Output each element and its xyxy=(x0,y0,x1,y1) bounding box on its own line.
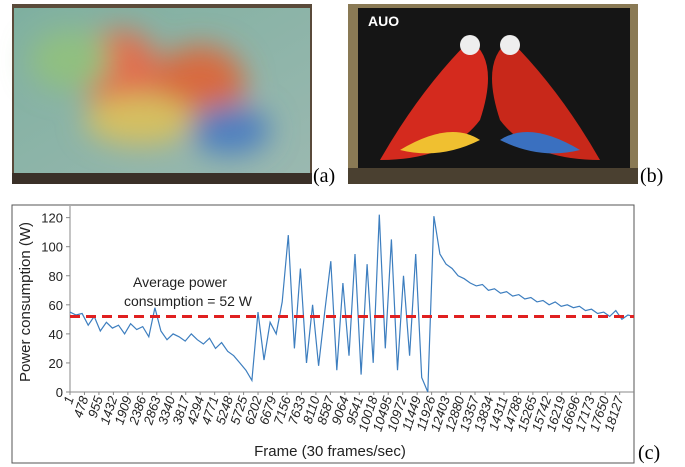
y-tick-label: 40 xyxy=(49,327,63,342)
figure: AUO (a) (b) (c) Power consumption (W) Fr… xyxy=(0,0,685,467)
annotation: consumption = 52 W xyxy=(124,293,253,309)
y-tick-label: 100 xyxy=(41,240,63,255)
panel-label: (b) xyxy=(640,165,663,187)
plot: 0204060801001201478955143219092386286333… xyxy=(41,206,634,433)
photo-blurred-display xyxy=(12,4,312,184)
y-tick-label: 80 xyxy=(49,269,63,284)
logo: AUO xyxy=(368,13,399,29)
photo-display: AUO xyxy=(348,4,638,184)
y-tick-label: 120 xyxy=(41,211,63,226)
annotation: Average power xyxy=(133,274,227,290)
y-axis-title: Power consumption (W) xyxy=(17,222,34,382)
panel-label: (a) xyxy=(313,165,335,187)
panel-label: (c) xyxy=(638,442,660,464)
x-axis-title: Frame (30 frames/sec) xyxy=(254,443,406,460)
y-tick-label: 60 xyxy=(49,298,63,313)
y-tick-label: 20 xyxy=(49,356,63,371)
